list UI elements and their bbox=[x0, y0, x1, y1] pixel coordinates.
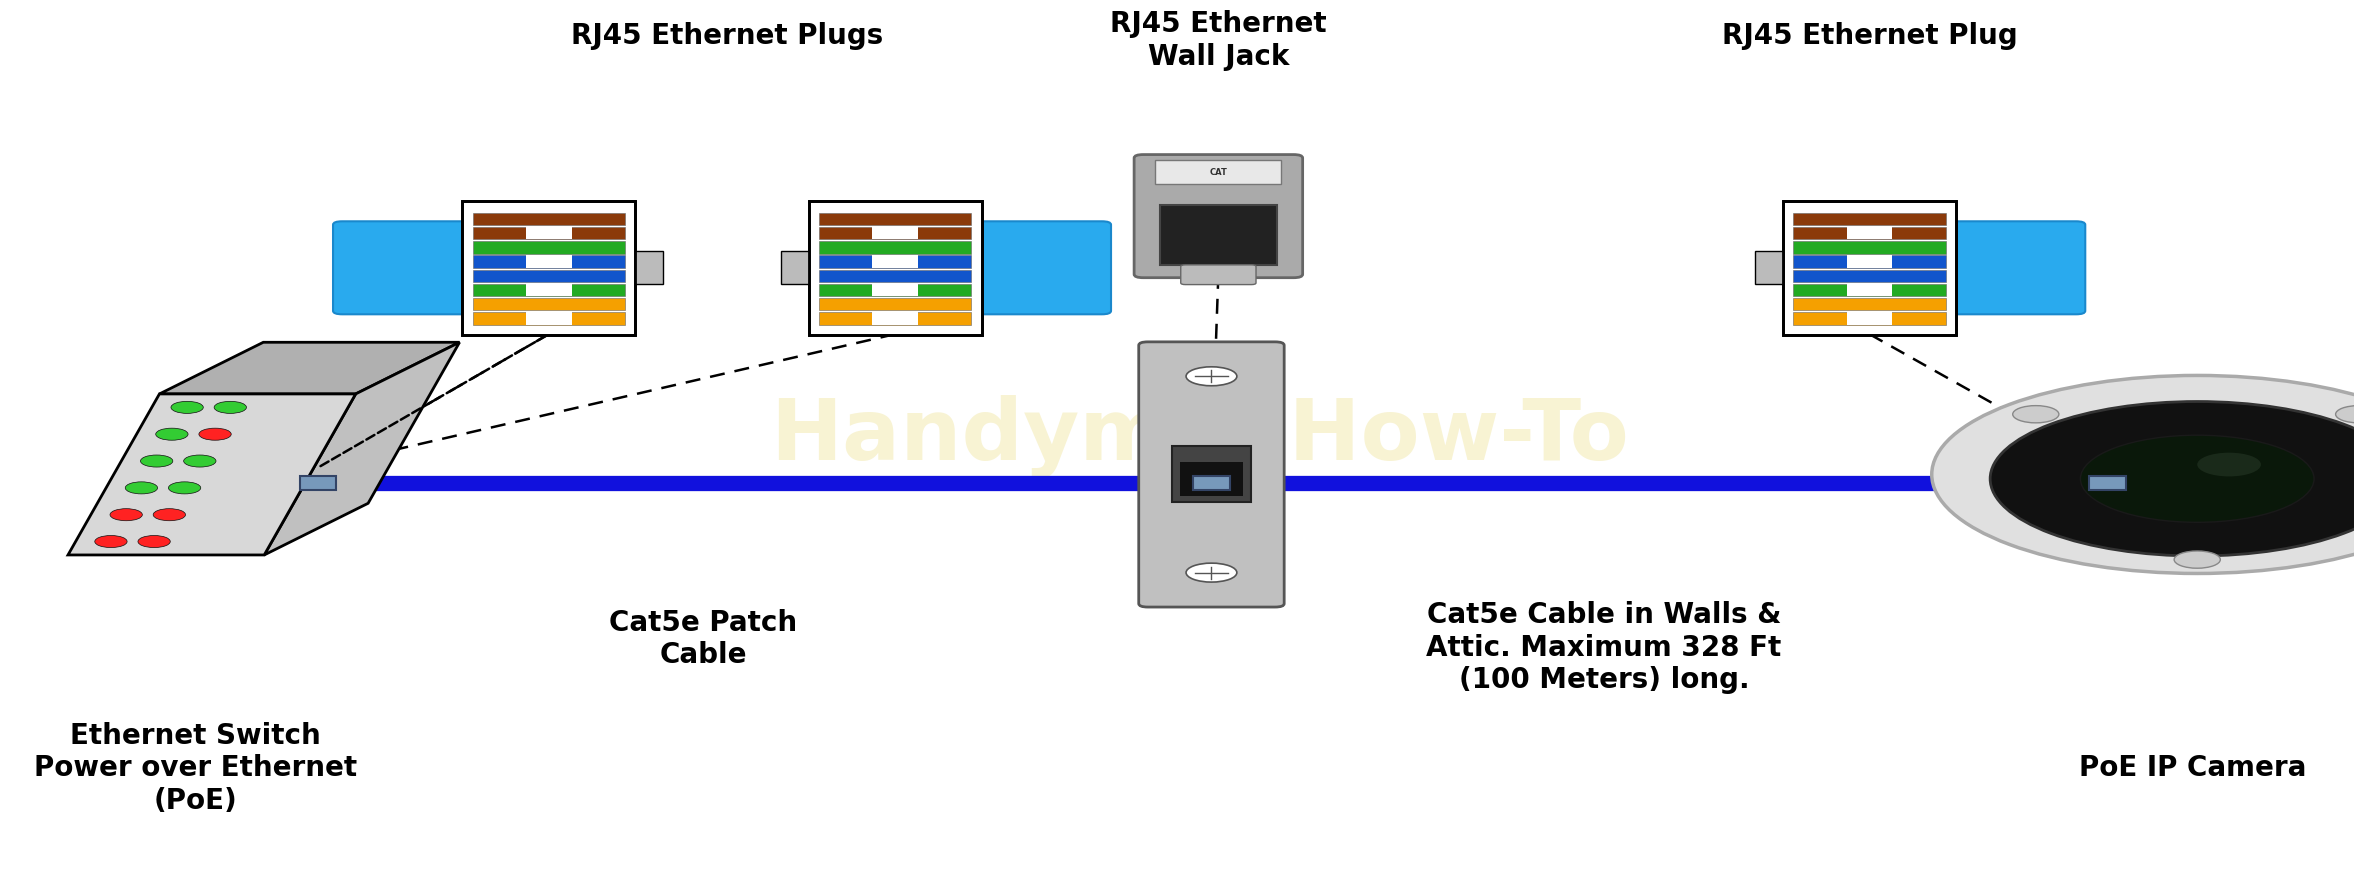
Bar bbox=[474, 299, 625, 311]
Bar bbox=[872, 284, 917, 297]
Circle shape bbox=[1186, 563, 1237, 582]
Text: Cat5e Patch
Cable: Cat5e Patch Cable bbox=[610, 608, 797, 668]
Bar bbox=[1181, 462, 1242, 496]
Circle shape bbox=[141, 455, 172, 468]
Bar bbox=[1160, 205, 1277, 266]
Bar bbox=[1794, 270, 1945, 282]
Bar bbox=[299, 476, 337, 490]
Circle shape bbox=[139, 536, 170, 548]
Bar bbox=[818, 299, 971, 311]
Circle shape bbox=[198, 428, 231, 441]
Bar bbox=[526, 284, 573, 297]
Bar bbox=[474, 313, 625, 325]
Bar bbox=[818, 242, 971, 255]
Bar bbox=[1794, 299, 1945, 311]
Bar bbox=[474, 242, 625, 255]
Circle shape bbox=[172, 401, 203, 414]
Polygon shape bbox=[264, 343, 460, 555]
Circle shape bbox=[2173, 551, 2220, 568]
FancyBboxPatch shape bbox=[1940, 222, 2086, 315]
FancyBboxPatch shape bbox=[966, 222, 1110, 315]
Bar bbox=[818, 284, 971, 297]
Bar bbox=[1794, 242, 1945, 255]
Bar bbox=[636, 252, 662, 285]
FancyBboxPatch shape bbox=[332, 222, 478, 315]
Bar bbox=[474, 270, 625, 282]
Bar bbox=[1782, 202, 1956, 335]
Bar bbox=[872, 228, 917, 240]
Bar bbox=[1794, 313, 1945, 325]
Circle shape bbox=[156, 428, 189, 441]
Bar bbox=[818, 313, 971, 325]
Circle shape bbox=[214, 401, 247, 414]
Bar bbox=[474, 214, 625, 226]
Circle shape bbox=[1186, 368, 1237, 387]
Circle shape bbox=[2081, 435, 2315, 523]
Text: RJ45 Ethernet
Wall Jack: RJ45 Ethernet Wall Jack bbox=[1110, 10, 1327, 70]
Bar bbox=[872, 313, 917, 325]
Circle shape bbox=[167, 482, 200, 494]
Bar bbox=[526, 256, 573, 269]
FancyBboxPatch shape bbox=[1138, 342, 1285, 607]
Bar bbox=[1171, 447, 1252, 503]
Bar bbox=[1782, 202, 1956, 335]
Bar bbox=[818, 256, 971, 269]
Bar bbox=[780, 252, 808, 285]
Circle shape bbox=[1933, 376, 2357, 574]
Text: CAT: CAT bbox=[1209, 169, 1228, 177]
Bar bbox=[1794, 284, 1945, 297]
Circle shape bbox=[111, 509, 141, 521]
Bar bbox=[1846, 284, 1893, 297]
Bar bbox=[1794, 228, 1945, 240]
Bar bbox=[818, 270, 971, 282]
Circle shape bbox=[94, 536, 127, 548]
Circle shape bbox=[2336, 406, 2357, 423]
FancyBboxPatch shape bbox=[1134, 156, 1303, 278]
Bar bbox=[1155, 161, 1282, 184]
Text: RJ45 Ethernet Plug: RJ45 Ethernet Plug bbox=[1721, 23, 2018, 50]
Text: Cat5e Cable in Walls &
Attic. Maximum 328 Ft
(100 Meters) long.: Cat5e Cable in Walls & Attic. Maximum 32… bbox=[1426, 600, 1782, 693]
Polygon shape bbox=[160, 343, 460, 395]
Bar bbox=[872, 256, 917, 269]
Bar bbox=[462, 202, 636, 335]
Bar bbox=[1846, 228, 1893, 240]
Bar bbox=[1756, 252, 1782, 285]
Circle shape bbox=[2013, 406, 2060, 423]
Bar bbox=[474, 284, 625, 297]
Bar bbox=[808, 202, 983, 335]
Polygon shape bbox=[68, 395, 356, 555]
Bar bbox=[474, 256, 625, 269]
FancyBboxPatch shape bbox=[1181, 266, 1256, 285]
Bar bbox=[462, 202, 636, 335]
Bar bbox=[818, 228, 971, 240]
Bar bbox=[1794, 214, 1945, 226]
Bar bbox=[474, 228, 625, 240]
Bar bbox=[1193, 476, 1230, 490]
Circle shape bbox=[184, 455, 217, 468]
Bar bbox=[1846, 313, 1893, 325]
Circle shape bbox=[125, 482, 158, 494]
Bar bbox=[2088, 476, 2126, 490]
Text: RJ45 Ethernet Plugs: RJ45 Ethernet Plugs bbox=[570, 23, 884, 50]
Text: PoE IP Camera: PoE IP Camera bbox=[2079, 753, 2305, 781]
Bar bbox=[1846, 256, 1893, 269]
Bar bbox=[526, 228, 573, 240]
Circle shape bbox=[2197, 453, 2260, 477]
Bar bbox=[818, 214, 971, 226]
Circle shape bbox=[1989, 402, 2357, 556]
Circle shape bbox=[153, 509, 186, 521]
Bar bbox=[808, 202, 983, 335]
Text: HandymanHow-To: HandymanHow-To bbox=[771, 395, 1629, 478]
Text: Ethernet Switch
Power over Ethernet
(PoE): Ethernet Switch Power over Ethernet (PoE… bbox=[33, 721, 358, 813]
Bar bbox=[526, 313, 573, 325]
Bar bbox=[1794, 256, 1945, 269]
